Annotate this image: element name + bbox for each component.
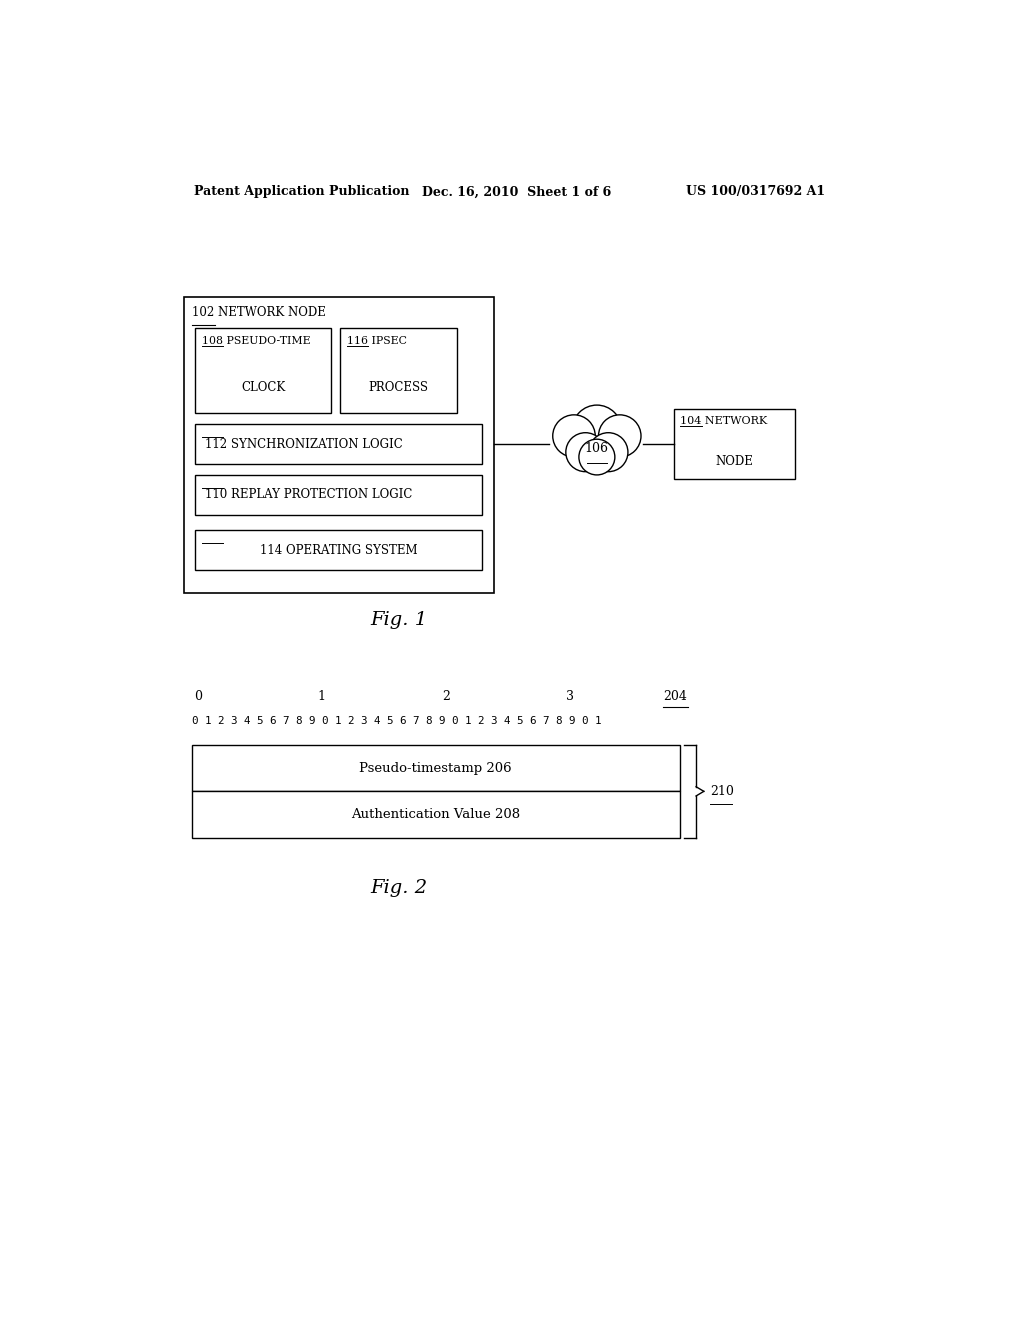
Text: 2: 2 [442,689,450,702]
Text: 108 PSEUDO-TIME: 108 PSEUDO-TIME [202,335,310,346]
FancyBboxPatch shape [196,531,482,570]
Text: 104 NETWORK: 104 NETWORK [680,416,767,425]
FancyBboxPatch shape [191,744,680,792]
Text: 106: 106 [585,442,609,455]
Circle shape [598,414,641,457]
FancyBboxPatch shape [196,475,482,515]
Text: NODE: NODE [716,455,754,469]
Text: 110 REPLAY PROTECTION LOGIC: 110 REPLAY PROTECTION LOGIC [205,488,412,502]
Text: Pseudo-timestamp 206: Pseudo-timestamp 206 [359,762,512,775]
Text: 114 OPERATING SYSTEM: 114 OPERATING SYSTEM [260,544,418,557]
Text: Fig. 1: Fig. 1 [371,611,428,630]
Text: 0: 0 [194,689,202,702]
Text: 116 IPSEC: 116 IPSEC [346,335,407,346]
Text: Dec. 16, 2010  Sheet 1 of 6: Dec. 16, 2010 Sheet 1 of 6 [423,185,611,198]
FancyBboxPatch shape [196,424,482,465]
Text: US 100/0317692 A1: US 100/0317692 A1 [686,185,825,198]
FancyBboxPatch shape [196,327,331,413]
Text: 0 1 2 3 4 5 6 7 8 9 0 1 2 3 4 5 6 7 8 9 0 1 2 3 4 5 6 7 8 9 0 1: 0 1 2 3 4 5 6 7 8 9 0 1 2 3 4 5 6 7 8 9 … [191,715,601,726]
Text: CLOCK: CLOCK [241,381,286,395]
Circle shape [553,414,595,457]
Text: 210: 210 [710,785,734,797]
Circle shape [589,433,628,471]
FancyBboxPatch shape [675,409,795,479]
Text: Patent Application Publication: Patent Application Publication [194,185,410,198]
Circle shape [572,405,622,454]
Text: Authentication Value 208: Authentication Value 208 [351,808,520,821]
Text: 112 SYNCHRONIZATION LOGIC: 112 SYNCHRONIZATION LOGIC [205,437,402,450]
FancyBboxPatch shape [340,327,457,413]
FancyBboxPatch shape [191,792,680,838]
Circle shape [579,440,614,475]
Text: PROCESS: PROCESS [369,381,428,395]
Text: 1: 1 [317,689,326,702]
Text: 204: 204 [663,689,687,702]
FancyBboxPatch shape [183,297,494,594]
Text: Fig. 2: Fig. 2 [371,879,428,896]
Circle shape [566,433,605,471]
Text: 102 NETWORK NODE: 102 NETWORK NODE [191,306,326,319]
Text: 3: 3 [566,689,573,702]
